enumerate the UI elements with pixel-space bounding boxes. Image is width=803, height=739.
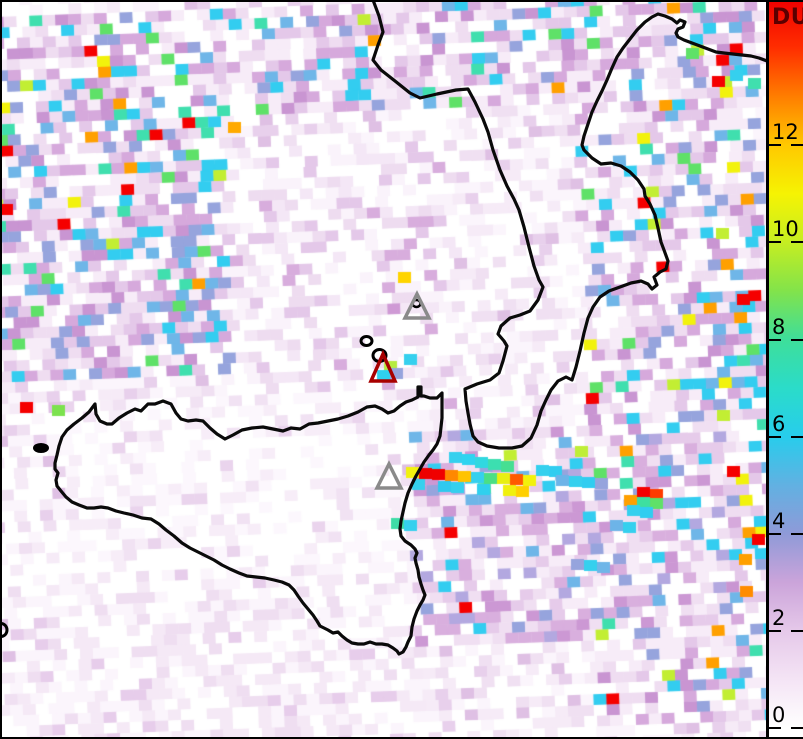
colorbar-tick-mark [791, 532, 803, 536]
colorbar-tick-mark [769, 338, 781, 342]
colorbar-tick-label: 8 [772, 315, 786, 339]
colorbar-tick-mark [769, 629, 781, 633]
figure-border-bottom [0, 737, 803, 739]
colorbar-border [766, 0, 769, 739]
colorbar-tick-label: 4 [772, 509, 786, 533]
colorbar-tick-mark [791, 435, 803, 439]
colorbar-tick-mark [769, 435, 781, 439]
colorbar-tick-label: 2 [772, 606, 786, 630]
colorbar-tick-mark [791, 143, 803, 147]
colorbar-tick-mark [769, 240, 781, 244]
colorbar-tick-mark [791, 240, 803, 244]
satellite-pixel-field [0, 0, 767, 739]
colorbar: DU 12 10 8 6 4 2 0 [769, 0, 803, 739]
colorbar-tick-label: 10 [772, 217, 799, 241]
figure-border-top [0, 0, 803, 2]
colorbar-gradient [769, 0, 803, 739]
colorbar-tick-mark [769, 726, 781, 730]
colorbar-tick-mark [791, 338, 803, 342]
colorbar-tick-mark [769, 143, 781, 147]
colorbar-tick-label: 12 [772, 120, 799, 144]
colorbar-tick-mark [769, 532, 781, 536]
colorbar-tick-label: 6 [772, 412, 786, 436]
colorbar-tick-label: 0 [772, 703, 786, 727]
figure-border-left [0, 0, 2, 739]
colorbar-tick-mark [791, 726, 803, 730]
colorbar-unit-label: DU [772, 5, 803, 30]
colorbar-tick-mark [791, 629, 803, 633]
